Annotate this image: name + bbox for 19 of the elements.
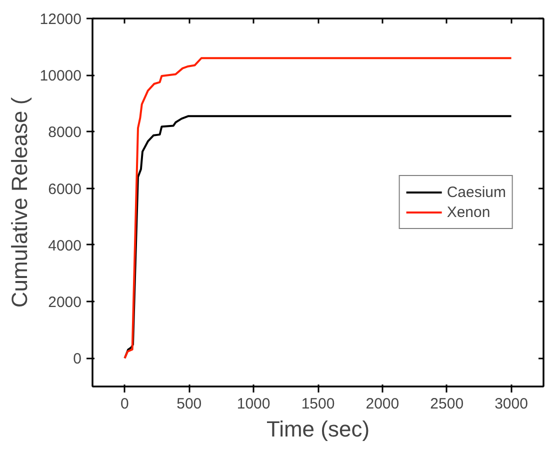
x-tick-label: 1000 — [236, 396, 270, 412]
x-tick-label: 500 — [176, 396, 202, 412]
x-tick-label: 1500 — [301, 396, 335, 412]
x-tick-label: 0 — [120, 396, 129, 412]
y-tick-label: 0 — [73, 350, 82, 368]
legend-label: Xenon — [446, 204, 490, 220]
x-axis-title: Time (sec) — [266, 416, 370, 442]
y-tick-label: 10000 — [40, 68, 82, 85]
y-tick-label: 2000 — [48, 294, 82, 312]
y-tick-label: 4000 — [48, 237, 82, 254]
x-tick-label: 2500 — [430, 396, 464, 412]
y-tick-label: 8000 — [48, 124, 82, 142]
y-tick-label: 12000 — [40, 11, 82, 28]
y-tick-label: 6000 — [48, 180, 82, 198]
x-tick-label: 2000 — [366, 396, 400, 412]
line-series — [124, 57, 512, 360]
y-axis-title: Cumulative Release ( — [6, 96, 32, 308]
legend-label: Caesium — [446, 184, 506, 200]
x-tick-label: 3000 — [494, 396, 528, 412]
